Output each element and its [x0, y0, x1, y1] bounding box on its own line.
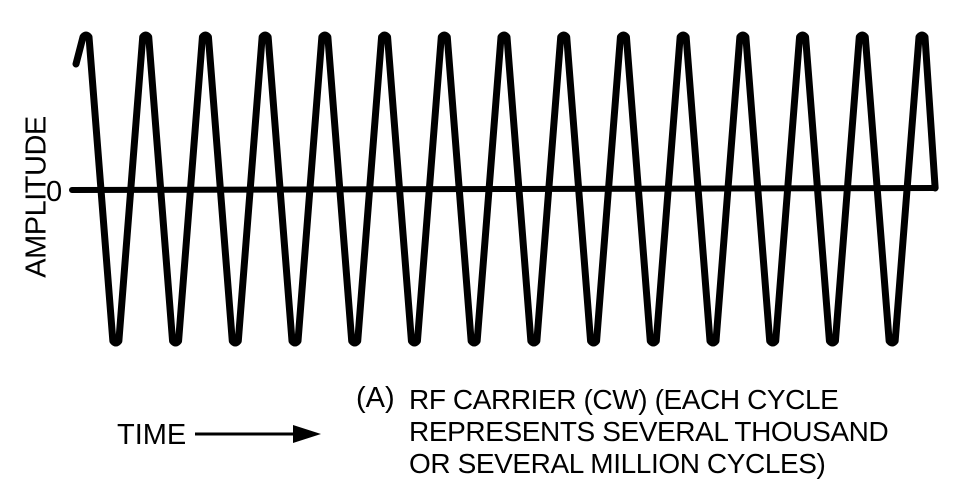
caption-line: OR SEVERAL MILLION CYCLES): [409, 448, 826, 479]
caption-line: REPRESENTS SEVERAL THOUSAND: [409, 416, 889, 447]
time-arrow-head: [293, 425, 321, 443]
zero-level-label: 0: [46, 176, 63, 208]
time-axis-label: TIME: [117, 419, 187, 451]
carrier-waveform: [72, 31, 939, 347]
caption-text: RF CARRIER (CW) (EACH CYCLE REPRESENTS S…: [409, 384, 889, 480]
caption-line: RF CARRIER (CW) (EACH CYCLE: [409, 384, 839, 415]
zero-axis-line: [69, 185, 937, 193]
caption-panel-marker: (A): [356, 382, 395, 414]
